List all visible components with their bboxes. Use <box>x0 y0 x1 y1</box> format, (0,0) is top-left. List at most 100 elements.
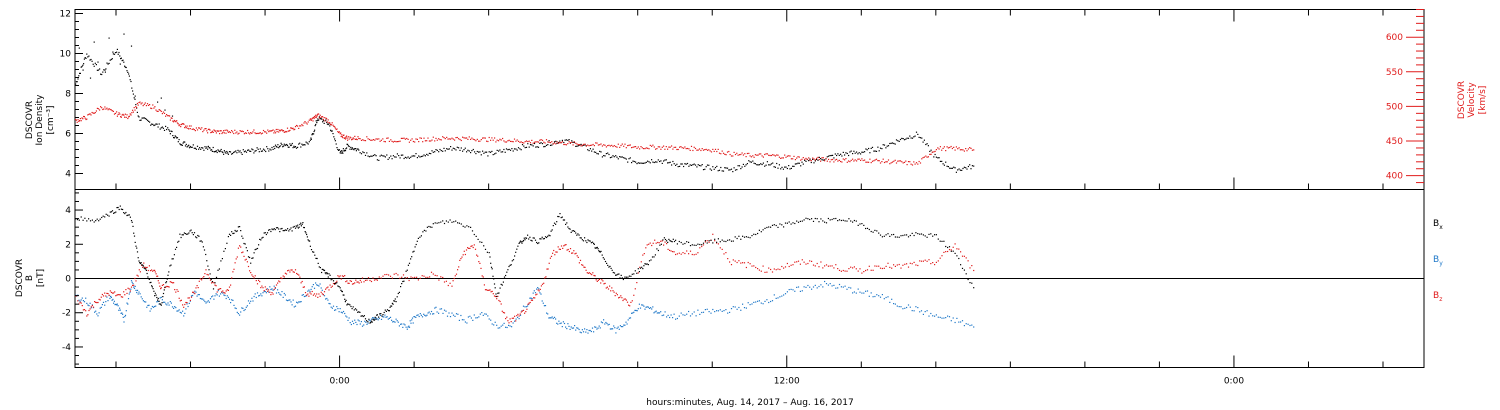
velocity-point <box>193 129 195 131</box>
bz-point <box>328 289 330 291</box>
density-point <box>181 144 183 146</box>
density-point <box>665 159 667 161</box>
bx-point <box>555 223 557 225</box>
bz-point <box>154 269 156 271</box>
density-point <box>119 55 121 57</box>
by-point <box>691 313 693 315</box>
bx-point <box>119 205 121 207</box>
velocity-point <box>435 137 437 139</box>
density-point <box>398 155 400 157</box>
by-point <box>288 299 290 301</box>
bx-point <box>613 272 616 274</box>
bx-point <box>288 230 290 232</box>
by-point <box>799 290 801 292</box>
bx-point <box>648 260 651 262</box>
by-point <box>162 301 165 303</box>
density-point <box>887 145 890 147</box>
by-point <box>135 289 137 291</box>
bx-point <box>945 245 947 248</box>
velocity-point <box>102 108 104 111</box>
density-point <box>683 165 685 168</box>
bz-point <box>965 257 967 259</box>
bx-point <box>388 310 390 312</box>
velocity-point <box>905 160 907 162</box>
bx-point <box>337 285 339 287</box>
bz-point <box>302 286 304 288</box>
bx-point <box>630 275 632 277</box>
density-point <box>833 157 835 159</box>
velocity-point <box>869 158 871 160</box>
bz-point <box>939 257 941 259</box>
velocity-point <box>300 125 302 127</box>
velocity-point <box>140 103 142 105</box>
velocity-point <box>580 145 582 147</box>
by-point <box>512 322 514 324</box>
velocity-point <box>652 144 654 146</box>
bz-point <box>493 295 496 297</box>
density-point <box>89 59 91 61</box>
velocity-point <box>864 159 866 161</box>
density-point <box>648 161 650 163</box>
bz-point <box>526 308 528 310</box>
bz-point <box>597 279 599 281</box>
density-point <box>168 129 170 131</box>
bx-point <box>295 225 297 227</box>
bz-point <box>270 294 272 296</box>
by-point <box>281 291 283 293</box>
bx-point <box>590 242 592 244</box>
velocity-point <box>746 152 748 155</box>
bx-point <box>939 240 941 242</box>
density-point <box>543 146 545 148</box>
velocity-point <box>710 151 713 153</box>
density-point <box>283 143 285 145</box>
velocity-point <box>139 101 141 103</box>
bx-point <box>775 224 777 227</box>
bx-point <box>784 222 787 224</box>
bx-point <box>662 239 664 241</box>
bz-point <box>866 269 869 271</box>
density-point <box>123 61 125 63</box>
bz-point <box>749 263 751 265</box>
bz-point <box>271 292 273 294</box>
density-point <box>229 151 232 153</box>
by-point <box>576 327 578 329</box>
velocity-point <box>659 146 661 148</box>
bz-point <box>268 289 270 291</box>
density-point <box>332 133 334 135</box>
by-point <box>493 324 495 326</box>
by-point <box>145 301 147 303</box>
bz-point <box>612 290 614 292</box>
velocity-point <box>764 153 766 156</box>
bz-point <box>563 245 565 247</box>
density-point <box>511 148 513 150</box>
bx-point <box>458 222 460 224</box>
bx-point <box>308 240 310 242</box>
density-point <box>402 154 404 156</box>
density-point <box>971 165 973 167</box>
density-point <box>320 117 322 119</box>
density-point <box>227 153 229 155</box>
bx-point <box>954 252 956 254</box>
bx-point <box>848 218 850 220</box>
bz-point <box>652 242 654 244</box>
by-point <box>251 297 253 299</box>
bz-point <box>906 263 908 265</box>
bz-point <box>235 258 237 260</box>
density-spike-point <box>108 37 110 39</box>
density-point <box>330 130 332 132</box>
bx-point <box>643 265 645 267</box>
bx-point <box>497 292 499 294</box>
bz-point <box>339 275 341 277</box>
velocity-point <box>635 146 637 148</box>
density-point <box>448 148 450 150</box>
by-point <box>334 309 336 311</box>
bx-point <box>344 298 346 300</box>
bx-point <box>211 281 213 283</box>
bz-point <box>291 269 293 271</box>
by-point <box>822 286 824 288</box>
density-point <box>193 147 195 149</box>
bx-point <box>666 240 668 242</box>
by-point <box>591 327 594 329</box>
velocity-point <box>553 142 556 144</box>
bz-point <box>307 293 309 295</box>
